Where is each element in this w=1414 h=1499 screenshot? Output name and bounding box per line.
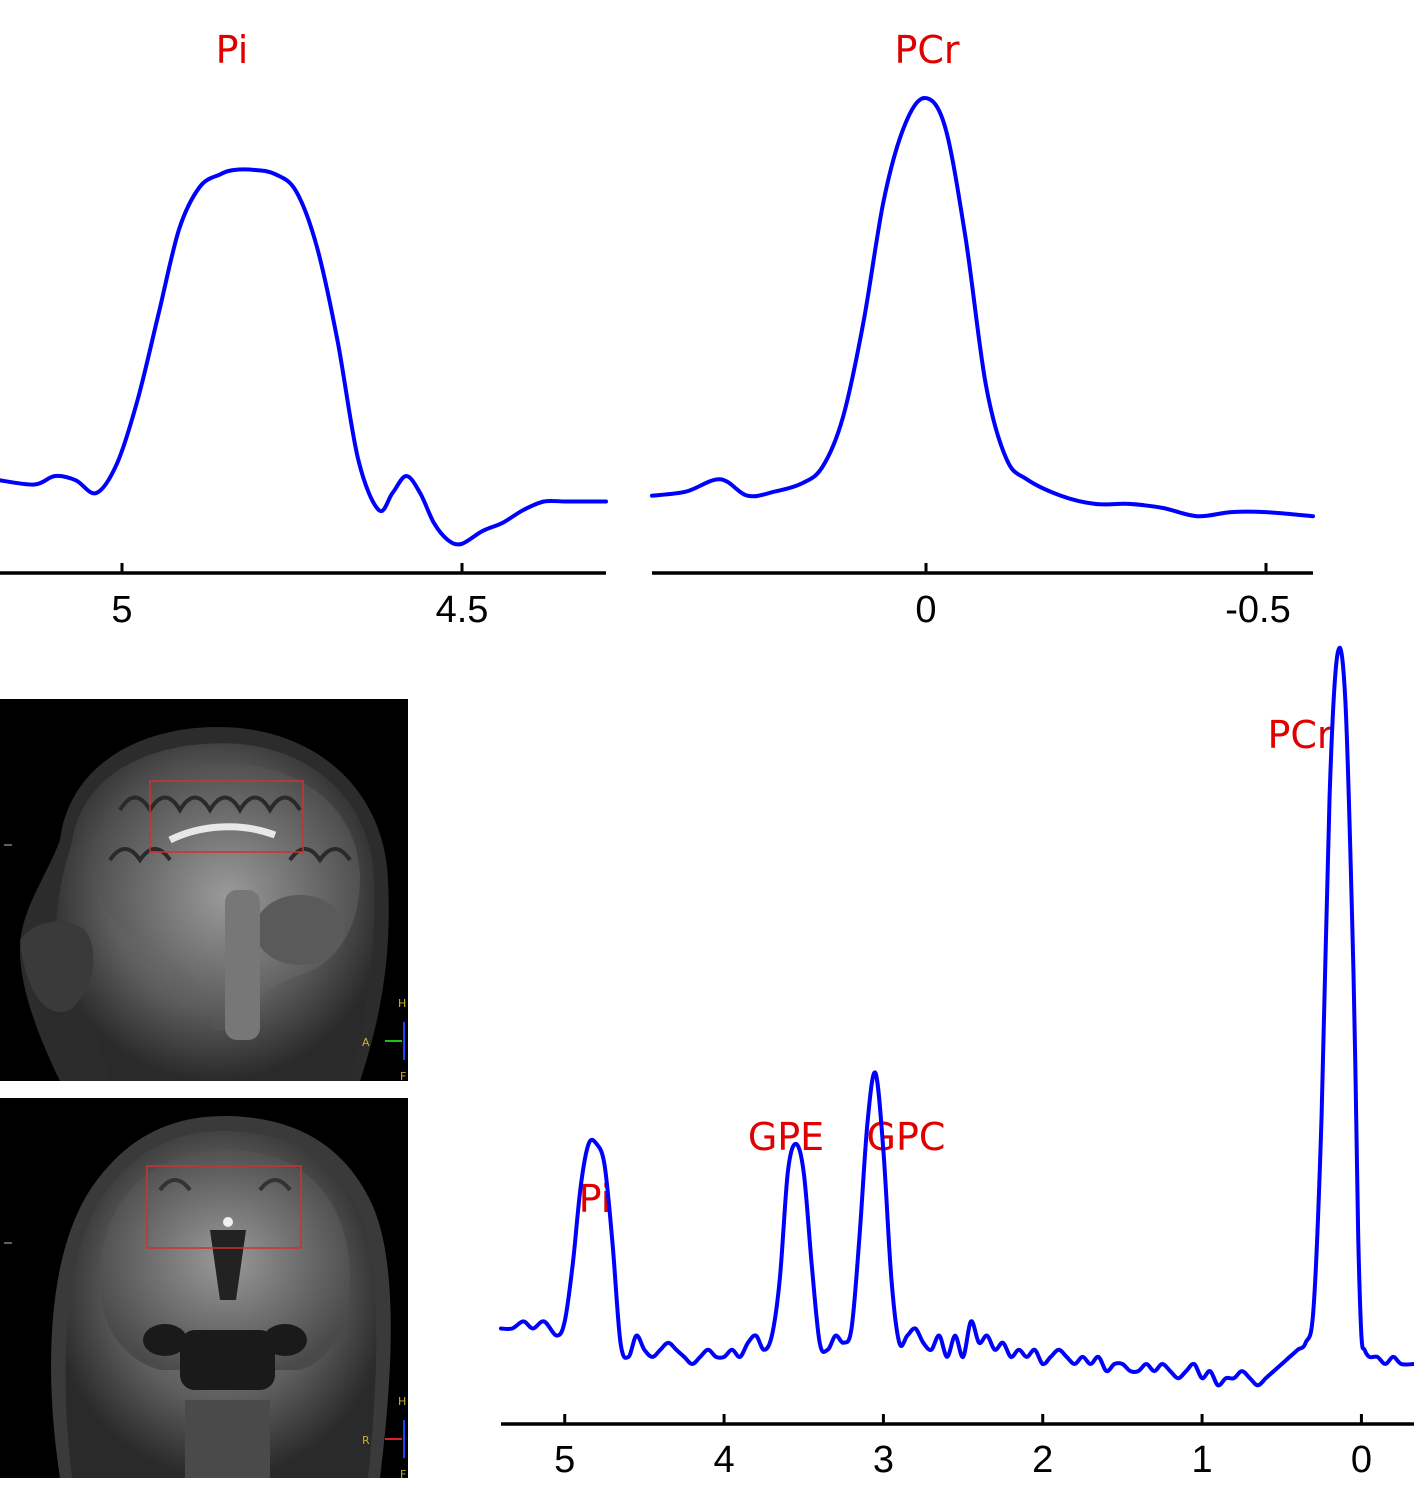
tick-label-full-4: 4 — [714, 1439, 735, 1481]
tick-label-full-3: 3 — [873, 1439, 894, 1481]
series-line-pcr-zoom — [650, 96, 1315, 519]
orientation-marker-f-sagittal: F — [400, 1070, 406, 1083]
orientation-marker-f-coronal: F — [400, 1468, 406, 1481]
annotation-pcr-zoom: PCr — [894, 28, 959, 72]
series-line-full-spectrum — [499, 645, 1414, 1388]
series-line-pi-zoom — [0, 167, 608, 547]
tick-label-full-5: 5 — [554, 1439, 575, 1481]
orientation-marker-a-sagittal: A — [362, 1036, 370, 1049]
tick-label-5: 5 — [111, 589, 132, 631]
orientation-marker-h-sagittal: H — [398, 997, 406, 1010]
mri-sagittal-image: H A F — [0, 699, 408, 1083]
mri-coronal-image: H R F — [0, 1098, 408, 1481]
orientation-marker-h-coronal: H — [398, 1395, 406, 1408]
annotation-gpc: GPC — [867, 1115, 946, 1159]
tick-label-full-1: 1 — [1192, 1439, 1213, 1481]
annotation-pi-zoom: Pi — [216, 28, 249, 72]
annotation-gpe: GPE — [748, 1115, 824, 1159]
roi-box-sagittal — [149, 780, 304, 853]
tick-label-full-2: 2 — [1032, 1439, 1053, 1481]
tick-label-4-5: 4.5 — [436, 589, 489, 631]
panel-pcr-zoom: PCr 0 -0.5 — [650, 28, 1315, 631]
tick-label-0: 0 — [915, 589, 936, 631]
tick-label-minus-0-5: -0.5 — [1225, 589, 1290, 631]
annotation-pcr: PCr — [1267, 713, 1332, 757]
panel-pi-zoom: Pi 5 4.5 — [0, 28, 608, 631]
orientation-marker-r-coronal: R — [362, 1434, 370, 1447]
roi-box-coronal — [146, 1165, 302, 1249]
tick-label-full-0: 0 — [1351, 1439, 1372, 1481]
